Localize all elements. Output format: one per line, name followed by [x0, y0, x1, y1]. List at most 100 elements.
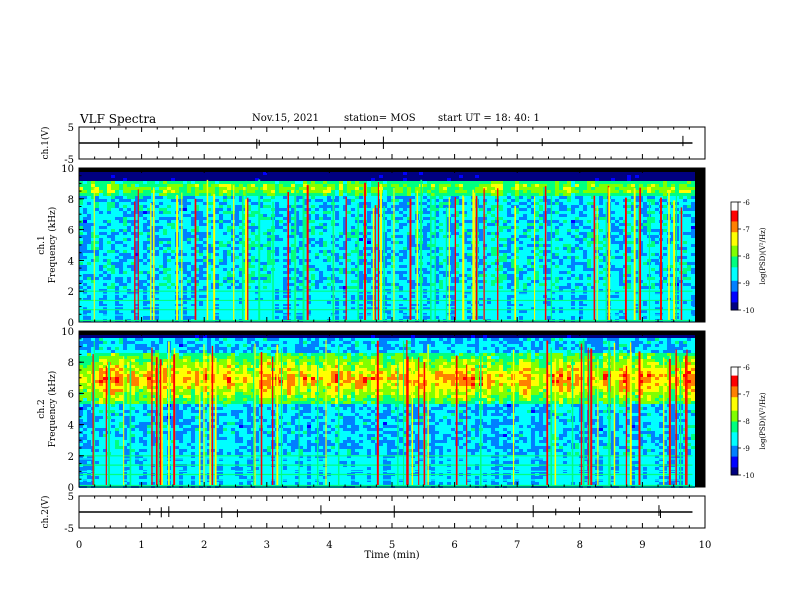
- spectrogram-cell: [235, 280, 239, 283]
- spectrogram-cell: [387, 316, 391, 319]
- spectrogram-cell: [107, 175, 111, 178]
- spectrogram-cell: [247, 196, 251, 199]
- spectrogram-cell: [87, 211, 91, 214]
- spectrogram-cell: [335, 268, 339, 271]
- spectrogram-cell: [423, 280, 427, 283]
- spectrogram-cell: [367, 172, 371, 175]
- spectrogram-cell: [407, 250, 411, 253]
- spectrogram-cell: [167, 241, 171, 244]
- spectrogram-cell: [99, 271, 103, 274]
- spectrogram-cell: [395, 226, 399, 229]
- spectrogram-cell: [351, 187, 355, 190]
- spectrogram-cell: [139, 178, 143, 181]
- spectrogram-cell: [303, 262, 307, 265]
- spectrogram-cell: [431, 283, 435, 286]
- spectrogram-cell: [327, 298, 331, 301]
- spectrogram-cell: [279, 229, 283, 232]
- spectrogram-cell: [99, 283, 103, 286]
- spectrogram-cell: [303, 223, 307, 226]
- spectrogram-cell: [439, 271, 443, 274]
- spectrogram-cell: [403, 202, 407, 205]
- spectrogram-cell: [135, 211, 139, 214]
- spectrogram-cell: [159, 289, 163, 292]
- spectrogram-cell: [411, 298, 415, 301]
- spectrogram-cell: [131, 256, 135, 259]
- spectrogram-cell: [295, 265, 299, 268]
- spectrogram-cell: [167, 304, 171, 307]
- spectrogram-cell: [143, 277, 147, 280]
- spectrogram-cell: [311, 226, 315, 229]
- spectrogram-cell: [251, 238, 255, 241]
- spectrogram-cell: [271, 175, 275, 178]
- spectrogram-cell: [183, 178, 187, 181]
- spectrogram-cell: [215, 301, 219, 304]
- spectrogram-cell: [239, 265, 243, 268]
- spectrogram-cell: [259, 268, 263, 271]
- spectrogram-cell: [307, 184, 311, 187]
- spectrogram-cell: [279, 193, 283, 196]
- spectrogram-cell: [95, 181, 99, 184]
- spectrogram-cell: [247, 274, 251, 277]
- spectrogram-cell: [227, 265, 231, 268]
- spectrogram-cell: [439, 301, 443, 304]
- spectrogram-cell: [371, 190, 375, 193]
- spectrogram-cell: [103, 229, 107, 232]
- spectrogram-cell: [143, 214, 147, 217]
- spectrogram-cell: [83, 208, 87, 211]
- spectrogram-cell: [303, 181, 307, 184]
- spectrogram-cell: [431, 187, 435, 190]
- spectrogram-cell: [199, 301, 203, 304]
- spectrogram-cell: [119, 307, 123, 310]
- spectrogram-cell: [191, 211, 195, 214]
- spectrogram-cell: [143, 226, 147, 229]
- spectrogram-cell: [323, 187, 327, 190]
- spectrogram-cell: [119, 235, 123, 238]
- spectrogram-cell: [179, 265, 183, 268]
- spectrogram-cell: [311, 244, 315, 247]
- spectrogram-cell: [243, 307, 247, 310]
- spectrogram-cell: [235, 274, 239, 277]
- spectrogram-cell: [463, 283, 467, 286]
- spectrogram-cell: [223, 226, 227, 229]
- spectrogram-cell: [103, 232, 107, 235]
- spectrogram-cell: [427, 190, 431, 193]
- spectrogram-cell: [435, 265, 439, 268]
- spectrogram-cell: [159, 223, 163, 226]
- spectrogram-cell: [467, 286, 471, 289]
- spectrogram-cell: [427, 280, 431, 283]
- spectrogram-cell: [139, 190, 143, 193]
- spectrogram-cell: [131, 307, 135, 310]
- spectrogram-cell: [155, 295, 159, 298]
- spectrogram-cell: [143, 253, 147, 256]
- spectrogram-cell: [91, 304, 95, 307]
- spectrogram-cell: [207, 280, 211, 283]
- spectrogram-cell: [143, 220, 147, 223]
- spectrogram-cell: [255, 220, 259, 223]
- spectrogram-cell: [171, 310, 175, 313]
- spectrogram-cell: [155, 193, 159, 196]
- spectrogram-cell: [99, 199, 103, 202]
- spectrogram-cell: [423, 244, 427, 247]
- spectrogram-cell: [291, 241, 295, 244]
- spectrogram-cell: [423, 265, 427, 268]
- spectrogram-cell: [199, 253, 203, 256]
- spectrogram-cell: [287, 181, 291, 184]
- spectrogram-cell: [167, 259, 171, 262]
- spectrogram-cell: [195, 214, 199, 217]
- spectrogram-cell: [391, 196, 395, 199]
- spectrogram-cell: [207, 277, 211, 280]
- y-axis-label: ch.1(V): [40, 127, 51, 160]
- spectrogram-cell: [103, 298, 107, 301]
- spectrogram-cell: [215, 238, 219, 241]
- spectrogram-cell: [111, 190, 115, 193]
- spectrogram-cell: [207, 181, 211, 184]
- spectrogram-cell: [279, 241, 283, 244]
- spectrogram-cell: [235, 214, 239, 217]
- spectrogram-cell: [351, 223, 355, 226]
- spectrogram-cell: [183, 208, 187, 211]
- spectrogram-cell: [251, 232, 255, 235]
- spectrogram-cell: [451, 310, 455, 313]
- spectrogram-cell: [167, 310, 171, 313]
- spectrogram-cell: [95, 220, 99, 223]
- spectrogram-cell: [355, 229, 359, 232]
